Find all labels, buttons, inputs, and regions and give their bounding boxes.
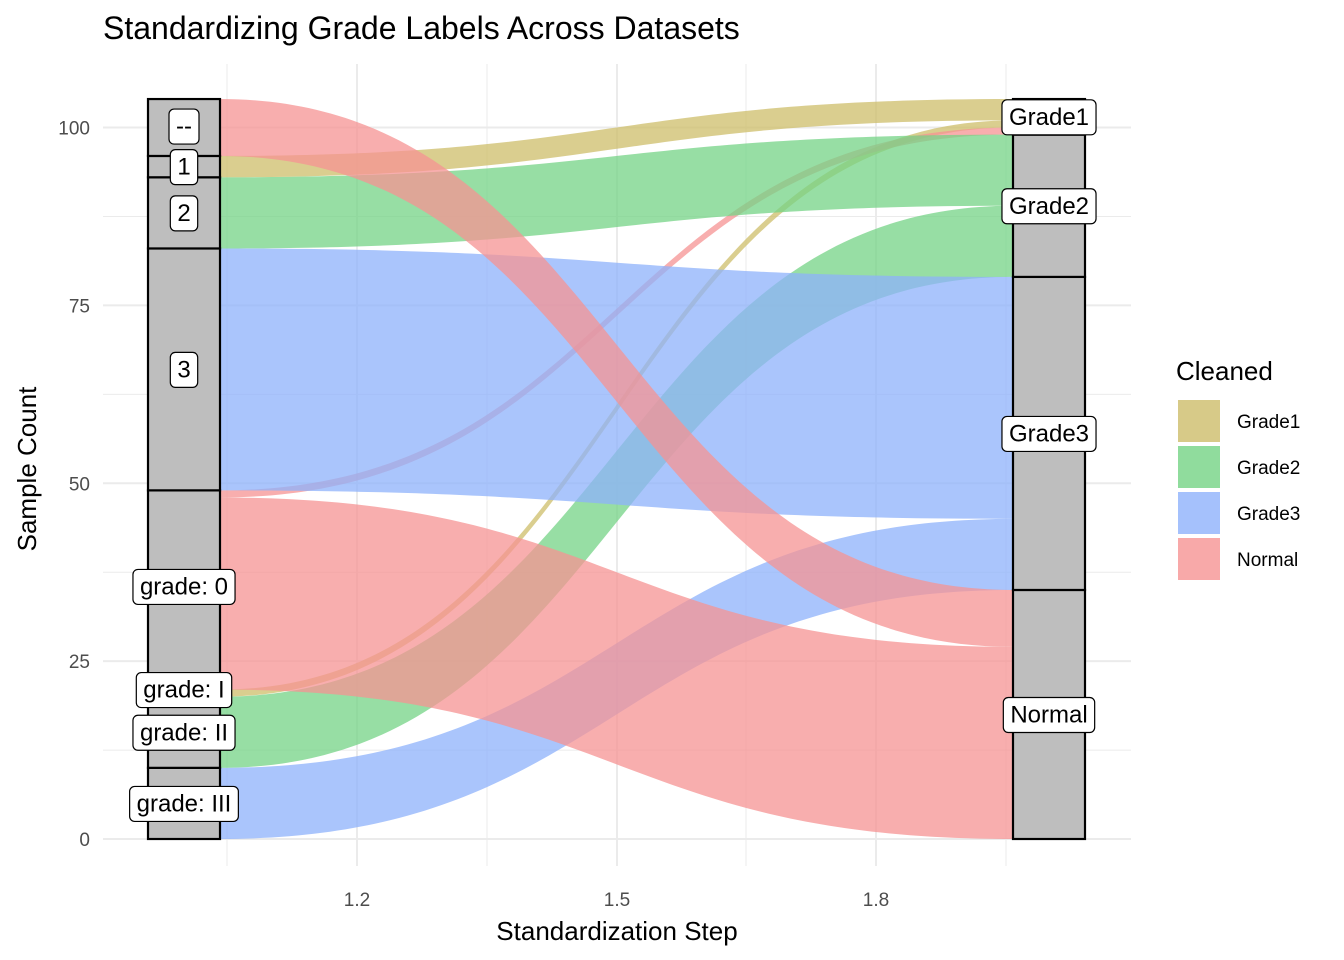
svg-text:Grade1: Grade1 — [1009, 104, 1089, 131]
svg-text:grade: II: grade: II — [140, 719, 228, 746]
legend-label: Normal — [1237, 550, 1298, 571]
x-axis-title: Standardization Step — [496, 916, 737, 946]
svg-text:Grade3: Grade3 — [1009, 420, 1089, 447]
svg-text:--: -- — [176, 113, 192, 140]
svg-text:1: 1 — [177, 154, 190, 181]
flow-band — [220, 99, 1013, 647]
stratum-label: grade: 0 — [132, 568, 236, 606]
svg-text:3: 3 — [177, 356, 190, 383]
legend-label: Grade1 — [1237, 412, 1300, 433]
svg-text:grade: I: grade: I — [143, 677, 224, 704]
stratum-labels: grade: III grade: II grade: I grade: 0 3 2 1 --… — [129, 99, 1097, 823]
stratum-label: Grade1 — [1001, 99, 1097, 136]
legend: Grade1 Grade2 Grade3 Normal — [1178, 400, 1300, 580]
stratum-label: Normal — [1002, 696, 1096, 734]
svg-text:Normal: Normal — [1010, 701, 1087, 728]
legend-label: Grade2 — [1237, 458, 1300, 479]
x-tick-label: 1.8 — [863, 890, 889, 911]
flows — [220, 99, 1013, 839]
stratum-label: grade: I — [135, 671, 233, 709]
legend-swatch — [1178, 400, 1220, 442]
tick-labels: 1.2 1.5 1.8 0 25 50 75 100 — [58, 119, 889, 912]
x-tick-label: 1.2 — [344, 890, 370, 911]
x-tick-label: 1.5 — [604, 890, 630, 911]
stratum-label: grade: III — [129, 785, 239, 823]
y-tick-label: 100 — [58, 119, 90, 140]
stratum-label: 2 — [169, 195, 199, 232]
svg-text:grade: III: grade: III — [137, 790, 232, 817]
stratum-label: -- — [168, 108, 200, 145]
y-axis-title: Sample Count — [12, 386, 42, 552]
stratum-label: 1 — [169, 149, 199, 186]
legend-swatch — [1178, 446, 1220, 488]
flow-band — [220, 134, 1013, 249]
y-tick-label: 50 — [69, 474, 90, 495]
legend-title: Cleaned — [1176, 356, 1273, 386]
y-tick-label: 0 — [79, 830, 90, 851]
stratum-label: 3 — [169, 351, 199, 389]
svg-text:grade: 0: grade: 0 — [140, 573, 228, 600]
flow-band — [220, 497, 1013, 839]
y-tick-label: 75 — [69, 296, 90, 317]
legend-label: Grade3 — [1237, 504, 1300, 525]
legend-swatch — [1178, 492, 1220, 534]
y-tick-label: 25 — [69, 652, 90, 673]
stratum-label: Grade2 — [1001, 188, 1097, 225]
stratum-label: Grade3 — [1001, 415, 1097, 453]
stratum-label: grade: II — [132, 714, 236, 751]
svg-text:Grade2: Grade2 — [1009, 193, 1089, 220]
legend-swatch — [1178, 538, 1220, 580]
chart-title: Standardizing Grade Labels Across Datase… — [103, 10, 740, 46]
svg-text:2: 2 — [177, 200, 190, 227]
